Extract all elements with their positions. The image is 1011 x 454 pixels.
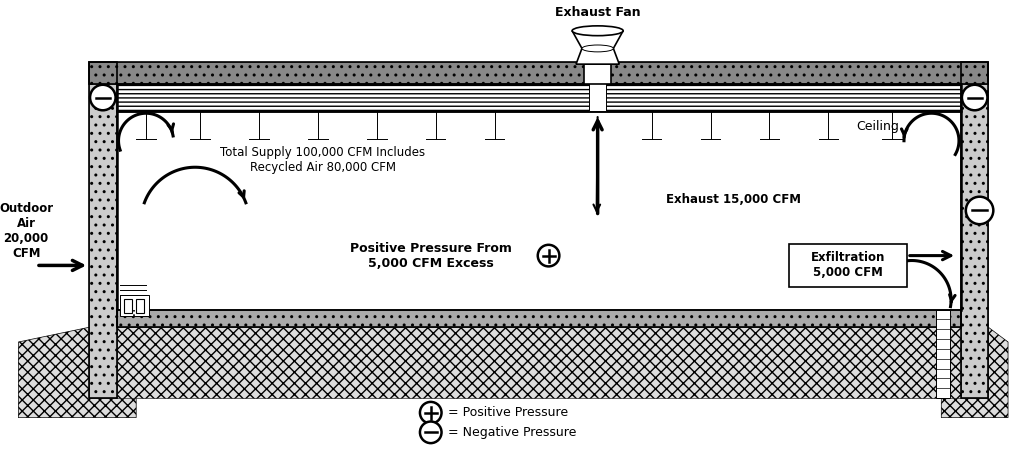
Circle shape (90, 85, 115, 110)
Text: Exfiltration
5,000 CFM: Exfiltration 5,000 CFM (811, 252, 886, 279)
Text: = Positive Pressure: = Positive Pressure (449, 406, 568, 419)
Text: Outdoor
Air
20,000
CFM: Outdoor Air 20,000 CFM (0, 202, 54, 260)
Bar (936, 310, 950, 398)
Text: Total Supply 100,000 CFM Includes
Recycled Air 80,000 CFM: Total Supply 100,000 CFM Includes Recycl… (220, 146, 426, 174)
Ellipse shape (582, 45, 614, 52)
Text: = Negative Pressure: = Negative Pressure (449, 426, 577, 439)
Circle shape (420, 402, 442, 424)
Circle shape (961, 85, 988, 110)
Bar (584, 64, 612, 84)
Bar (960, 62, 989, 398)
Bar (124, 299, 132, 312)
Bar (89, 62, 116, 398)
Circle shape (420, 421, 442, 443)
Bar (89, 327, 989, 398)
Circle shape (538, 245, 559, 266)
Bar (116, 310, 960, 327)
Bar (89, 62, 116, 398)
Polygon shape (572, 31, 623, 49)
Polygon shape (576, 49, 620, 64)
Bar (116, 84, 960, 111)
Bar (116, 310, 960, 327)
Bar (89, 62, 989, 84)
Bar (116, 111, 960, 310)
Bar (790, 244, 907, 287)
Bar (116, 84, 960, 111)
Bar (960, 62, 989, 398)
Circle shape (966, 197, 994, 224)
Polygon shape (941, 327, 1008, 418)
Text: Exhaust Fan: Exhaust Fan (555, 6, 640, 19)
Bar (136, 299, 144, 312)
Text: Ceiling: Ceiling (856, 120, 899, 133)
Text: Exhaust 15,000 CFM: Exhaust 15,000 CFM (666, 193, 802, 206)
Bar (89, 62, 989, 84)
Polygon shape (18, 327, 136, 418)
Bar (119, 295, 149, 316)
Text: Positive Pressure From
5,000 CFM Excess: Positive Pressure From 5,000 CFM Excess (350, 242, 512, 270)
Ellipse shape (572, 26, 623, 36)
Bar (588, 82, 607, 111)
